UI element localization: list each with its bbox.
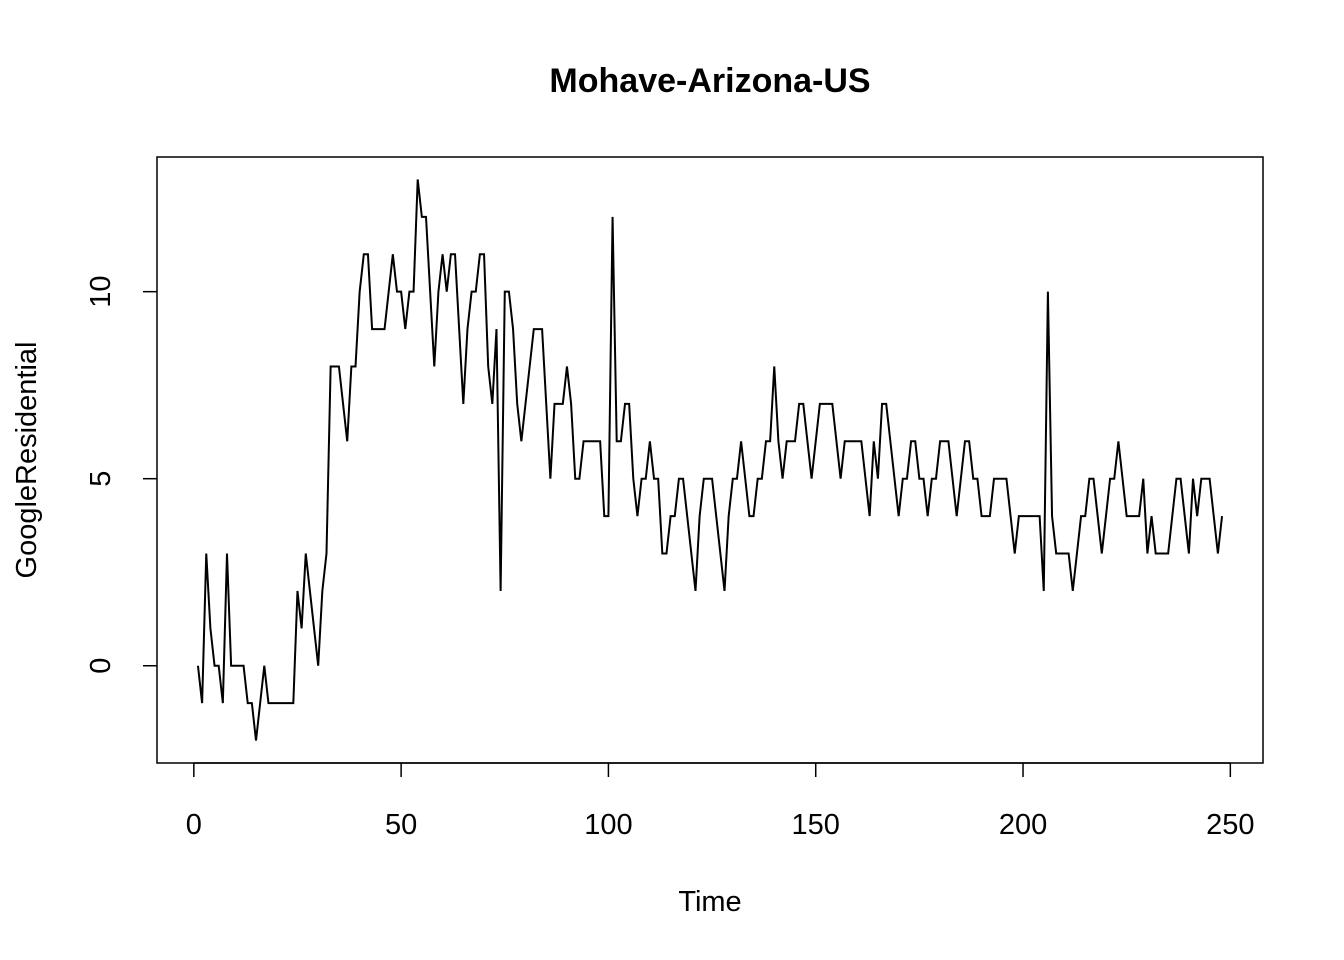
x-axis-label: Time	[678, 886, 741, 918]
x-tick-label: 250	[1206, 809, 1254, 841]
x-tick-label: 0	[186, 809, 202, 841]
y-axis-label: GoogleResidential	[11, 342, 43, 579]
y-tick-label: 10	[85, 276, 117, 308]
x-tick-label: 200	[999, 809, 1047, 841]
y-tick-label: 0	[85, 658, 117, 674]
x-tick-label: 150	[792, 809, 840, 841]
chart-title: Mohave-Arizona-US	[549, 62, 870, 100]
x-tick-label: 50	[385, 809, 417, 841]
y-tick-label: 5	[85, 471, 117, 487]
data-line	[196, 179, 1224, 741]
plot-frame	[156, 156, 1264, 764]
x-tick-label: 100	[584, 809, 632, 841]
